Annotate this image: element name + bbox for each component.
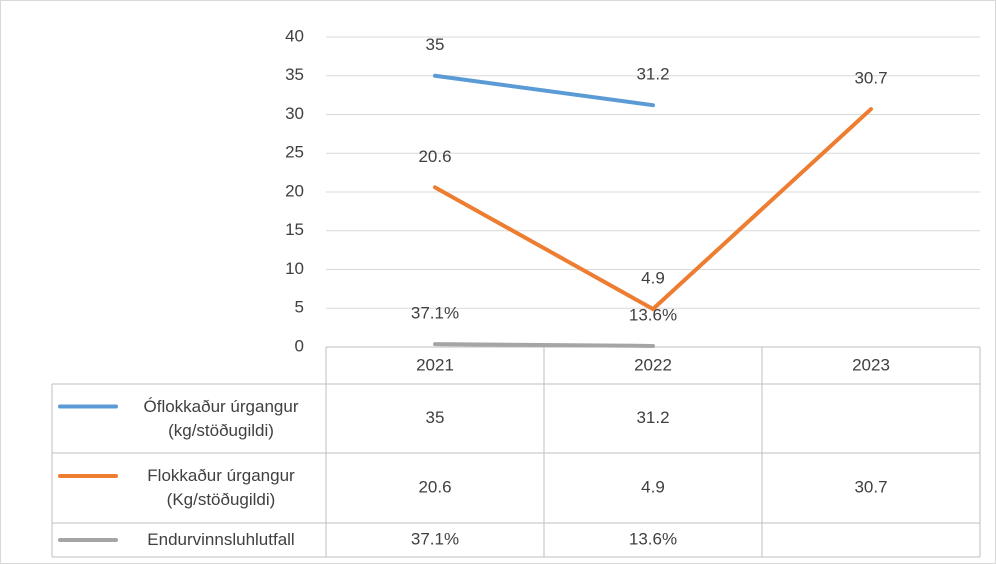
table-cell: 20.6 [418, 477, 451, 496]
y-tick-label: 35 [285, 65, 304, 84]
series-line [433, 107, 873, 312]
series-line [433, 73, 655, 108]
table-cell: 30.7 [854, 477, 887, 496]
data-label: 37.1% [411, 304, 459, 323]
data-label: 30.7 [854, 69, 887, 88]
x-tick-label: 2022 [634, 355, 672, 374]
y-tick-label: 10 [285, 259, 304, 278]
table-cell: 4.9 [641, 477, 665, 496]
table-cell: 37.1% [411, 529, 459, 548]
x-tick-label: 2023 [852, 355, 890, 374]
y-tick-label: 0 [295, 336, 304, 355]
data-label: 4.9 [641, 269, 665, 288]
data-label: 35 [426, 35, 445, 54]
y-tick-label: 15 [285, 220, 304, 239]
table-cell: 31.2 [636, 408, 669, 427]
y-tick-label: 30 [285, 104, 304, 123]
data-label: 20.6 [418, 147, 451, 166]
y-tick-label: 25 [285, 143, 304, 162]
table-cell: 35 [426, 408, 445, 427]
y-tick-label: 40 [285, 26, 304, 45]
y-tick-label: 5 [295, 298, 304, 317]
data-label: 31.2 [636, 65, 669, 84]
x-tick-label: 2021 [416, 355, 454, 374]
series-line [433, 342, 655, 348]
legend-label: Endurvinnsluhlutfall [147, 530, 295, 549]
y-tick-label: 20 [285, 181, 304, 200]
legend-label: Óflokkaður úrgangur (kg/stöðugildi) [143, 396, 299, 440]
legend-label: Flokkaður úrgangur (Kg/stöðugildi) [147, 466, 295, 509]
table-cell: 13.6% [629, 529, 677, 548]
data-label: 13.6% [629, 305, 677, 324]
